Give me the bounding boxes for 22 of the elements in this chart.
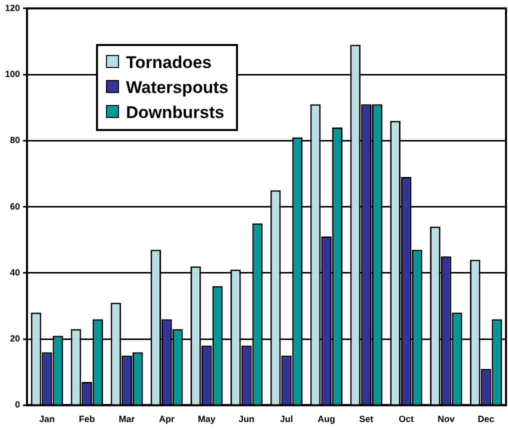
- x-tick-label: Apr: [158, 414, 175, 424]
- legend-label: Waterspouts: [126, 78, 228, 97]
- y-tick-label: 40: [10, 267, 20, 278]
- x-tick-label: Jul: [280, 414, 293, 424]
- legend-label: Tornadoes: [126, 53, 212, 72]
- x-tick-label: Nov: [438, 414, 455, 424]
- y-tick-label: 60: [10, 201, 20, 212]
- x-tick-label: Jun: [238, 414, 255, 424]
- y-tick-label: 100: [4, 69, 20, 80]
- x-tick-label: Set: [359, 414, 374, 424]
- x-tick-label: Dec: [478, 414, 494, 424]
- x-tick-label: Feb: [78, 414, 96, 424]
- y-tick-label: 0: [15, 400, 20, 410]
- y-tick-label: 80: [10, 135, 20, 146]
- x-tick-label: Jan: [39, 414, 55, 424]
- x-tick-label: Oct: [398, 414, 414, 424]
- x-tick-label: May: [198, 414, 216, 424]
- y-tick-label: 120: [4, 2, 20, 13]
- x-tick-label: Aug: [318, 414, 336, 424]
- x-tick-label: Mar: [118, 414, 136, 424]
- legend-label: Downbursts: [126, 103, 224, 122]
- y-tick-label: 20: [10, 334, 20, 344]
